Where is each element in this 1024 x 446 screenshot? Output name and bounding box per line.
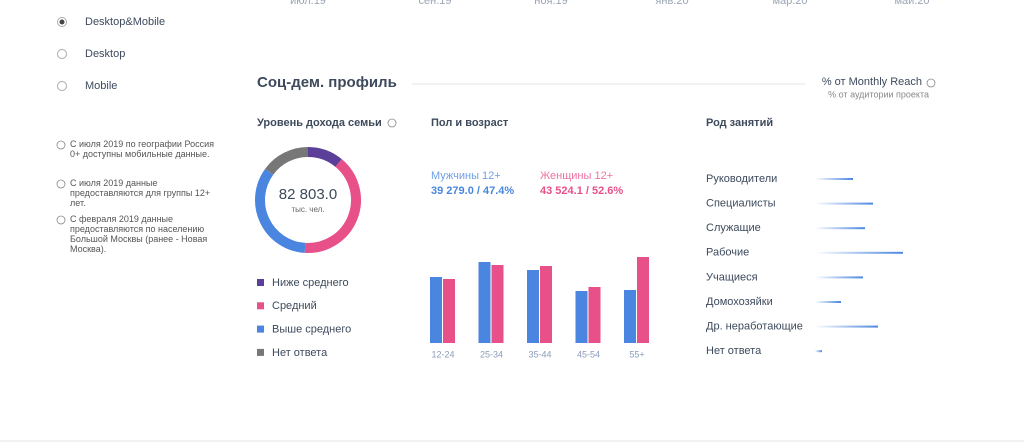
donut-segment <box>265 147 309 175</box>
age-bar <box>588 287 601 343</box>
age-label: 45-54 <box>577 349 600 359</box>
occupation-label: Др. неработающие <box>706 321 803 333</box>
age-bar <box>575 291 588 343</box>
legend-label: Ниже среднего <box>272 277 349 289</box>
occupation-bar <box>815 350 822 353</box>
timeline-label: ноя.19 <box>534 0 567 7</box>
legend-swatch <box>257 279 264 286</box>
timeline-label: май.20 <box>894 0 929 7</box>
age-bar <box>637 257 649 343</box>
occupation-label: Служащие <box>706 222 761 234</box>
occupation-bar <box>815 276 863 279</box>
legend-label: Выше среднего <box>272 324 351 336</box>
occupation-label: Домохозяйки <box>706 296 773 308</box>
radio-label[interactable]: Desktop <box>85 48 125 60</box>
age-label: 25-34 <box>480 349 503 359</box>
reach-label: % от Monthly Reach <box>822 76 922 88</box>
occupation-bar <box>815 301 841 303</box>
occupation-label: Руководители <box>706 173 777 185</box>
donut-segment <box>304 159 361 253</box>
occupation-bar <box>815 325 878 328</box>
legend-swatch <box>257 348 264 356</box>
radio-dot <box>59 19 65 25</box>
income-total: 82 803.0 <box>279 186 337 203</box>
legend-swatch <box>257 325 264 333</box>
gender-age-title: Пол и возраст <box>431 117 509 129</box>
occupation-title: Род занятий <box>706 117 773 129</box>
timeline-label: мар.20 <box>772 0 807 7</box>
legend-label: Средний <box>272 300 317 312</box>
reach-sub: % от аудитории проекта <box>828 89 929 99</box>
occupation-bar <box>815 227 865 230</box>
note: С июля 2019 по географии Россия 0+ досту… <box>70 139 214 159</box>
age-bar <box>443 279 455 343</box>
occupation-bar <box>815 202 873 205</box>
donut-segment <box>307 147 342 168</box>
gender-summary: 39 279.0 / 47.4% <box>431 185 514 197</box>
timeline-label: янв.20 <box>655 0 688 7</box>
legend-swatch <box>257 302 264 310</box>
age-label: 55+ <box>629 349 644 359</box>
income-unit: тыс. чел. <box>291 205 324 214</box>
info-icons <box>56 78 936 225</box>
age-bar <box>540 266 552 343</box>
radio-button[interactable] <box>57 49 67 59</box>
gender-summary: 43 524.1 / 52.6% <box>540 185 623 197</box>
occupation-bar <box>815 251 903 254</box>
age-bar <box>624 290 636 343</box>
gender-name: Мужчины 12+ <box>431 170 501 182</box>
age-label: 35-44 <box>528 349 551 359</box>
legend-label: Нет ответа <box>272 347 328 359</box>
age-bar <box>430 277 442 343</box>
gender-name: Женщины 12+ <box>540 170 613 182</box>
age-label: 12-24 <box>431 349 454 359</box>
occupation-label: Нет ответа <box>706 345 762 357</box>
occupation-label: Учащиеся <box>706 271 758 283</box>
radio-button[interactable] <box>57 81 67 91</box>
section-title: Соц-дем. профиль <box>257 74 397 91</box>
age-bar <box>491 265 504 343</box>
timeline-label: сен.19 <box>419 0 452 7</box>
age-bar <box>527 270 539 343</box>
donut-segment <box>255 168 306 253</box>
occupation-label: Специалисты <box>706 198 776 210</box>
radio-label[interactable]: Mobile <box>85 80 117 92</box>
timeline-label: июл.19 <box>290 0 326 7</box>
occupation-label: Рабочие <box>706 247 749 259</box>
income-title: Уровень дохода семьи <box>257 117 382 129</box>
age-bar <box>478 262 491 343</box>
note: С июля 2019 данные предоставляются для г… <box>70 178 211 208</box>
note: С февраля 2019 данные предоставляются по… <box>70 214 208 254</box>
occupation-bar <box>815 178 853 180</box>
radio-label[interactable]: Desktop&Mobile <box>85 16 165 28</box>
